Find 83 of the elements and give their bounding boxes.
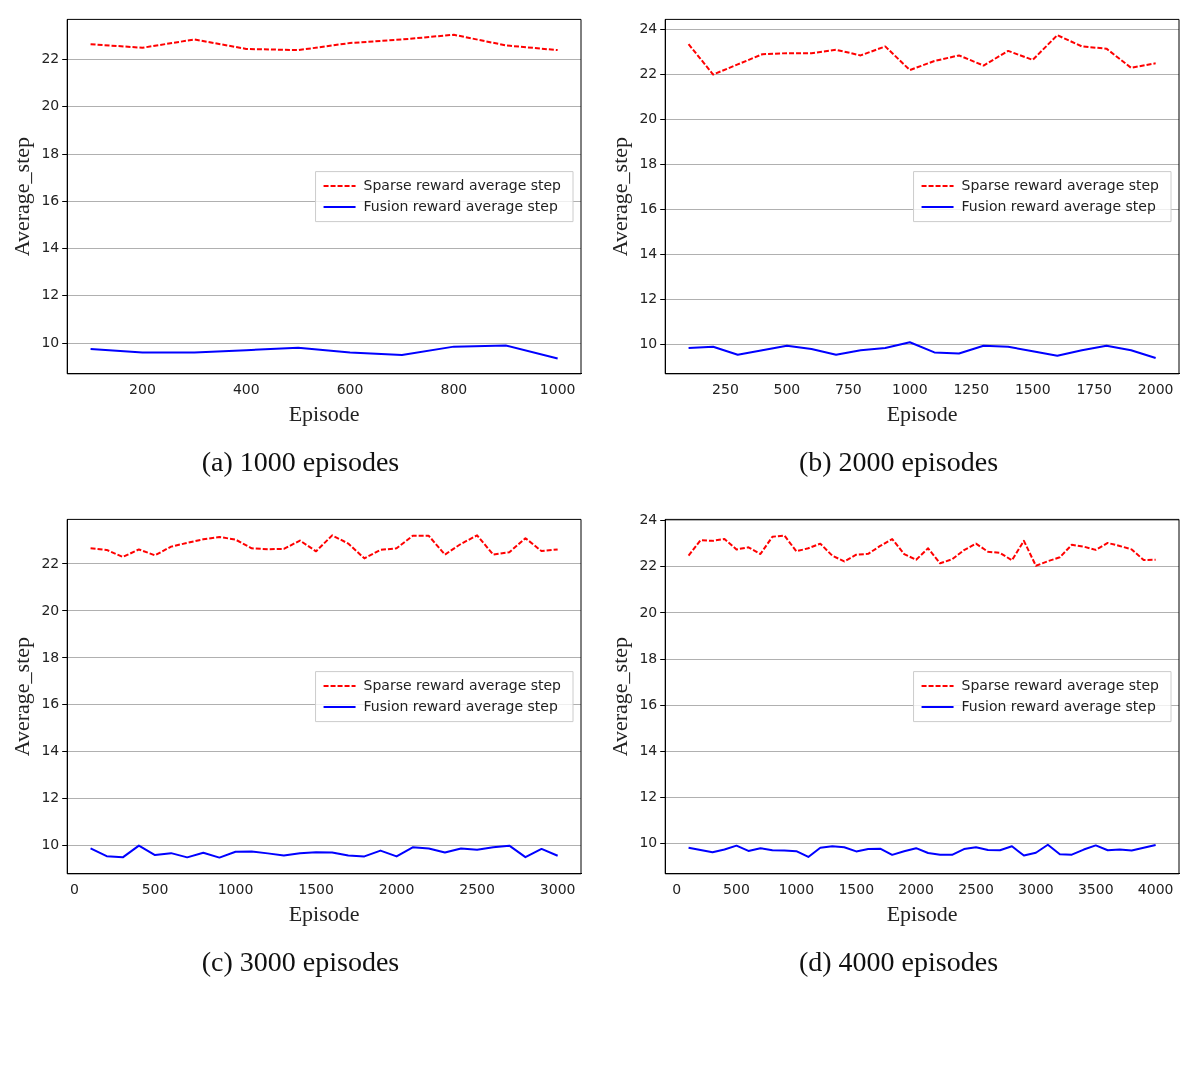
- x-tick-label: 250: [712, 380, 739, 397]
- x-tick-label: 500: [723, 880, 750, 897]
- x-tick-label: 500: [141, 880, 169, 897]
- legend-label: Sparse reward average step: [363, 176, 562, 193]
- y-tick-label: 10: [639, 335, 658, 352]
- x-tick-label: 1250: [953, 380, 990, 397]
- legend-label: Sparse reward average step: [961, 676, 1160, 693]
- y-axis-title: Average_step: [8, 636, 34, 757]
- text: (b) 2000 episodes: [797, 446, 1000, 478]
- x-tick-label: 2500: [958, 880, 994, 897]
- y-tick-label: 22: [639, 557, 658, 574]
- y-tick-label: 14: [639, 742, 658, 759]
- y-tick-label: 14: [41, 239, 60, 256]
- y-tick-label: 16: [639, 200, 658, 217]
- x-tick-label: 1000: [539, 380, 576, 397]
- x-axis-title: Episode: [288, 900, 360, 926]
- y-tick-label: 12: [41, 286, 60, 303]
- y-tick-label: 12: [639, 788, 658, 805]
- x-tick-label: 4000: [1137, 880, 1174, 897]
- legend-label: Fusion reward average step: [961, 197, 1156, 214]
- x-tick-label: 3500: [1077, 880, 1114, 897]
- text: (c) 3000 episodes: [200, 946, 401, 978]
- y-tick-label: 20: [41, 97, 60, 114]
- x-tick-label: 800: [440, 380, 468, 397]
- text: (d) 4000 episodes: [797, 946, 1000, 978]
- x-tick-label: 1500: [1014, 380, 1051, 397]
- x-tick-label: 1000: [892, 380, 928, 397]
- x-tick-label: 200: [129, 380, 156, 397]
- y-tick-label: 10: [41, 333, 60, 350]
- y-tick-label: 16: [41, 191, 60, 208]
- y-tick-label: 10: [639, 834, 658, 851]
- x-tick-label: 750: [834, 380, 862, 397]
- y-axis-title: Average_step: [606, 136, 632, 257]
- y-tick-label: 22: [41, 554, 60, 571]
- x-tick-label: 3000: [539, 880, 576, 897]
- x-tick-label: 1000: [778, 880, 815, 897]
- y-tick-label: 14: [639, 245, 658, 262]
- x-tick-label: 0: [70, 880, 79, 897]
- x-tick-label: 2000: [898, 880, 934, 897]
- y-axis-title: Average_step: [8, 136, 34, 257]
- legend-label: Sparse reward average step: [961, 176, 1160, 193]
- y-tick-label: 20: [41, 601, 60, 618]
- y-tick-label: 10: [41, 836, 60, 853]
- y-tick-label: 14: [41, 742, 60, 759]
- legend-label: Fusion reward average step: [363, 197, 558, 214]
- y-axis-title: Average_step: [606, 636, 632, 757]
- y-tick-label: 18: [41, 144, 60, 161]
- y-tick-label: 24: [639, 511, 658, 528]
- x-tick-label: 0: [672, 880, 682, 897]
- y-tick-label: 12: [639, 290, 658, 307]
- y-tick-label: 18: [639, 649, 658, 666]
- y-tick-label: 22: [639, 65, 658, 82]
- line-series: [687, 34, 1157, 76]
- y-tick-label: 12: [41, 789, 60, 806]
- legend-label: Fusion reward average step: [961, 697, 1156, 714]
- y-tick-label: 16: [639, 695, 658, 712]
- y-tick-label: 24: [639, 20, 658, 37]
- x-tick-label: 1500: [838, 880, 875, 897]
- legend-label: Sparse reward average step: [363, 676, 562, 693]
- x-tick-label: 2500: [459, 880, 495, 897]
- x-tick-label: 600: [336, 380, 364, 397]
- x-tick-label: 2000: [378, 880, 415, 897]
- y-tick-label: 18: [41, 648, 60, 665]
- y-tick-label: 20: [639, 110, 658, 127]
- y-tick-label: 20: [639, 603, 658, 620]
- line-series: [89, 534, 559, 560]
- x-tick-label: 3000: [1018, 880, 1054, 897]
- legend-label: Fusion reward average step: [363, 697, 558, 714]
- x-tick-label: 1000: [217, 880, 254, 897]
- y-tick-label: 18: [639, 155, 658, 172]
- x-axis-title: Episode: [886, 400, 958, 426]
- x-tick-label: 400: [232, 380, 260, 397]
- x-axis-title: Episode: [886, 900, 958, 926]
- x-axis-title: Episode: [288, 400, 360, 426]
- x-tick-label: 1500: [298, 880, 334, 897]
- text: (a) 1000 episodes: [200, 446, 401, 478]
- x-tick-label: 2000: [1137, 380, 1174, 397]
- x-tick-label: 500: [773, 380, 801, 397]
- y-tick-label: 22: [41, 50, 60, 67]
- y-tick-label: 16: [41, 695, 60, 712]
- line-series: [687, 534, 1157, 567]
- x-tick-label: 1750: [1076, 380, 1113, 397]
- line-series: [89, 33, 559, 52]
